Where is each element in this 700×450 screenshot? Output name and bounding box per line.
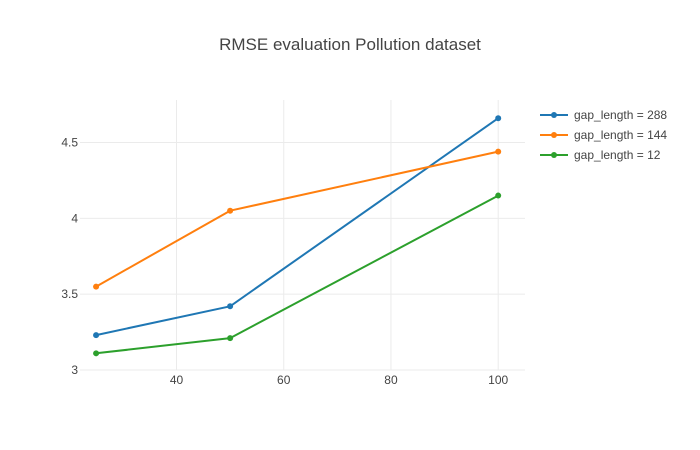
legend-swatch-marker	[551, 132, 557, 138]
y-tick-label: 4	[71, 211, 78, 225]
data-point[interactable]	[227, 335, 234, 342]
series-group	[93, 115, 502, 339]
legend-swatch-marker	[551, 152, 557, 158]
legend-label: gap_length = 288	[574, 108, 667, 122]
legend[interactable]: gap_length = 288 gap_length = 144 gap_leng…	[540, 108, 667, 162]
legend-swatch-marker	[551, 112, 557, 118]
x-tick-label: 40	[170, 373, 184, 387]
legend-item[interactable]: gap_length = 288	[540, 108, 667, 122]
y-tick-label: 4.5	[61, 135, 78, 149]
x-tick-label: 100	[488, 373, 508, 387]
plot-series	[93, 115, 502, 357]
series-group	[93, 148, 502, 290]
axis-ticks: 40 60 80 100 3 3.5 4 4.5	[61, 135, 508, 387]
data-point[interactable]	[495, 192, 502, 199]
series-line	[95, 150, 499, 288]
series-group	[93, 192, 502, 357]
data-point[interactable]	[227, 303, 234, 310]
x-tick-label: 60	[277, 373, 291, 387]
legend-label: gap_length = 12	[574, 148, 661, 162]
x-tick-label: 80	[384, 373, 398, 387]
legend-item[interactable]: gap_length = 144	[540, 128, 667, 142]
data-point[interactable]	[93, 332, 100, 339]
data-point[interactable]	[93, 350, 100, 357]
data-point[interactable]	[495, 115, 502, 122]
chart-title: RMSE evaluation Pollution dataset	[219, 35, 481, 54]
y-tick-label: 3	[71, 363, 78, 377]
grid	[80, 100, 525, 371]
legend-item[interactable]: gap_length = 12	[540, 148, 661, 162]
data-point[interactable]	[495, 148, 502, 155]
y-tick-label: 3.5	[61, 287, 78, 301]
data-point[interactable]	[93, 283, 100, 290]
series-line	[95, 194, 499, 355]
legend-label: gap_length = 144	[574, 128, 667, 142]
data-point[interactable]	[227, 207, 234, 214]
